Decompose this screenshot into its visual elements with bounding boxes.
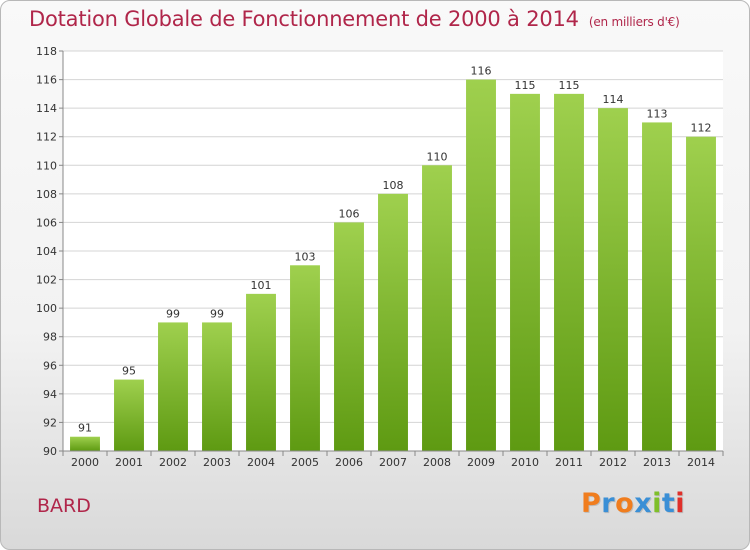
x-tick-label: 2010 [511, 456, 539, 469]
data-label: 103 [295, 250, 316, 263]
logo-letter: i [675, 488, 686, 519]
bar [554, 93, 584, 451]
x-tick-label: 2011 [555, 456, 583, 469]
data-label: 95 [122, 365, 136, 378]
x-tick-label: 2012 [599, 456, 627, 469]
y-tick-label: 108 [36, 188, 57, 201]
data-label: 99 [166, 307, 180, 320]
data-label: 110 [427, 150, 448, 163]
x-tick-label: 2014 [687, 456, 715, 469]
data-label: 113 [647, 107, 668, 120]
bar [466, 79, 496, 452]
data-label: 91 [78, 422, 92, 435]
bar [642, 122, 672, 451]
bar [686, 136, 716, 451]
bar [290, 265, 320, 451]
y-tick-label: 114 [36, 102, 57, 115]
chart-title-text: Dotation Globale de Fonctionnement de 20… [29, 7, 579, 31]
data-label: 112 [691, 122, 712, 135]
bar [334, 222, 364, 451]
data-label: 101 [251, 279, 272, 292]
bar [202, 322, 232, 451]
data-label: 116 [471, 65, 492, 78]
logo-letter: i [652, 488, 662, 519]
bar [114, 379, 144, 451]
x-tick-label: 2008 [423, 456, 451, 469]
logo-letter: x [634, 488, 653, 519]
y-tick-label: 90 [43, 445, 57, 458]
data-label: 99 [210, 307, 224, 320]
bar [158, 322, 188, 451]
chart-title-unit: (en milliers d'€) [588, 15, 680, 29]
y-tick-label: 106 [36, 216, 57, 229]
chart-title: Dotation Globale de Fonctionnement de 20… [29, 7, 680, 31]
data-label: 114 [603, 93, 624, 106]
proxiti-logo: Proxiti [581, 488, 685, 519]
y-tick-label: 92 [43, 416, 57, 429]
x-tick-label: 2009 [467, 456, 495, 469]
y-tick-label: 116 [36, 74, 57, 87]
commune-name: BARD [37, 495, 91, 517]
y-tick-label: 94 [43, 388, 57, 401]
logo-letter: P [581, 488, 602, 519]
data-label: 115 [515, 79, 536, 92]
y-tick-label: 112 [36, 131, 57, 144]
x-tick-label: 2001 [115, 456, 143, 469]
bar [510, 93, 540, 451]
logo-letter: o [615, 488, 635, 519]
bar [246, 293, 276, 451]
y-tick-label: 96 [43, 359, 57, 372]
y-tick-label: 102 [36, 274, 57, 287]
y-tick-label: 110 [36, 159, 57, 172]
bar [378, 193, 408, 451]
bar [422, 165, 452, 452]
bar [70, 436, 100, 451]
x-tick-label: 2013 [643, 456, 671, 469]
logo-letter: t [661, 488, 676, 519]
y-tick-label: 104 [36, 245, 57, 258]
x-tick-label: 2006 [335, 456, 363, 469]
x-tick-label: 2003 [203, 456, 231, 469]
x-tick-label: 2004 [247, 456, 275, 469]
y-tick-label: 98 [43, 331, 57, 344]
x-tick-label: 2005 [291, 456, 319, 469]
x-tick-label: 2000 [71, 456, 99, 469]
logo-letter: r [601, 488, 616, 519]
y-tick-label: 100 [36, 302, 57, 315]
data-label: 108 [383, 179, 404, 192]
bar [598, 108, 628, 452]
data-label: 106 [339, 207, 360, 220]
y-tick-label: 118 [36, 45, 57, 58]
x-tick-label: 2007 [379, 456, 407, 469]
x-tick-label: 2002 [159, 456, 187, 469]
data-label: 115 [559, 79, 580, 92]
